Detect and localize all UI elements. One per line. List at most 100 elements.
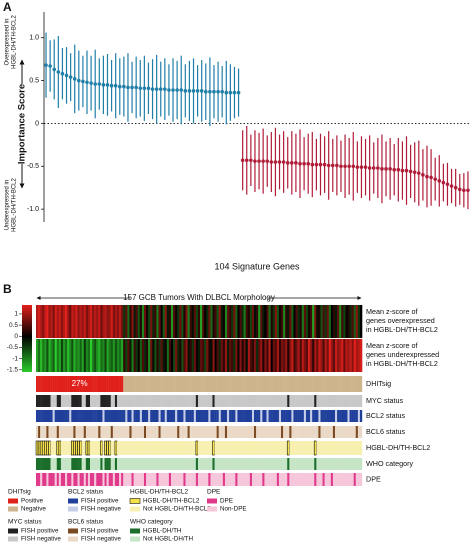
heat-cell <box>245 305 249 338</box>
track-cell <box>328 441 332 455</box>
track-cell <box>193 376 197 392</box>
heat-cell <box>222 339 226 372</box>
track-cell <box>102 395 105 407</box>
track-cell <box>349 426 352 438</box>
legend-swatch <box>68 528 78 534</box>
track-cell <box>278 410 282 422</box>
heat-cell <box>229 305 232 338</box>
track-cell <box>114 426 118 438</box>
heat-cell <box>241 339 244 372</box>
z-tick-label: 0 <box>14 333 18 340</box>
track-cell <box>308 395 311 407</box>
track-cell <box>170 376 174 392</box>
track-cell <box>357 395 361 407</box>
track-cell <box>60 395 64 407</box>
heat-cell <box>116 339 120 372</box>
color-scale <box>22 305 32 372</box>
track-cell <box>50 426 53 438</box>
point <box>261 159 265 163</box>
point <box>236 90 241 95</box>
track-cell <box>268 458 271 470</box>
track-cell <box>52 395 55 407</box>
track-cell <box>143 395 147 407</box>
track-cell <box>185 473 188 486</box>
track-cell <box>310 441 313 455</box>
heat-cell <box>69 339 72 372</box>
track-cell <box>67 376 70 392</box>
track-cell <box>216 376 219 392</box>
heat-cell <box>299 339 303 372</box>
track-cell <box>245 376 248 392</box>
track-cell <box>254 410 257 422</box>
track-cell <box>245 395 248 407</box>
track-cell <box>40 426 43 438</box>
track-cell <box>102 441 105 455</box>
legend-swatch <box>8 498 18 504</box>
track-cell <box>237 441 240 455</box>
track-cell <box>46 440 49 456</box>
point <box>44 63 48 67</box>
track-cell <box>200 376 203 392</box>
track-cell <box>351 458 354 470</box>
track-cell <box>160 426 163 438</box>
point <box>113 83 118 88</box>
heat-cell <box>332 339 336 372</box>
legend-title: DHITsig <box>8 489 31 496</box>
note: Underexpressed in <box>5 180 11 230</box>
track-cell <box>258 426 261 438</box>
track-cell <box>285 376 288 392</box>
track-cell <box>170 458 174 470</box>
point <box>122 84 126 89</box>
track-cell <box>85 410 89 422</box>
track-cell <box>65 410 68 422</box>
track-cell <box>187 441 190 455</box>
track-cell <box>58 395 62 407</box>
track-cell <box>141 473 145 486</box>
track-cell <box>46 473 49 486</box>
track-cell <box>262 426 265 438</box>
heat-cell <box>56 339 60 372</box>
track-cell <box>46 426 49 438</box>
heat-cell <box>341 305 344 338</box>
heat-cell <box>127 305 130 338</box>
heat-cell <box>260 305 263 338</box>
heat-cell <box>318 305 321 338</box>
heat-cell <box>156 305 159 338</box>
track-cell <box>193 441 197 455</box>
track-cell <box>216 441 219 455</box>
heat-cell <box>320 339 323 372</box>
track-cell <box>54 458 57 470</box>
track-cell <box>335 376 338 392</box>
point <box>203 89 208 94</box>
track-cell <box>179 441 182 455</box>
track-cell <box>46 458 49 470</box>
track-cell <box>85 440 89 456</box>
track-cell <box>218 410 222 422</box>
legend-swatch <box>130 528 140 534</box>
track-cell <box>316 410 319 422</box>
track-cell <box>62 395 66 407</box>
track-cell <box>79 458 82 470</box>
track-cell <box>222 395 226 407</box>
track-cell <box>299 473 302 486</box>
track-cell <box>224 426 228 438</box>
track-cell <box>193 426 197 438</box>
heat-cell <box>243 305 247 338</box>
track-cell <box>281 410 284 422</box>
heat-cell <box>353 305 357 338</box>
track-cell <box>160 410 163 422</box>
track-cell <box>264 441 267 455</box>
heat-cell <box>318 339 321 372</box>
track-cell <box>214 376 217 392</box>
track-cell <box>308 426 311 438</box>
track-cell <box>249 458 253 470</box>
point <box>347 164 351 169</box>
track-cell <box>272 473 275 486</box>
heat-cell <box>216 339 220 372</box>
x-axis-label: 104 Signature Genes <box>214 261 300 271</box>
track-cell <box>39 440 43 456</box>
heat-cell <box>264 305 267 338</box>
track-cell <box>139 441 143 455</box>
point <box>240 158 245 163</box>
track-cell <box>308 441 311 455</box>
